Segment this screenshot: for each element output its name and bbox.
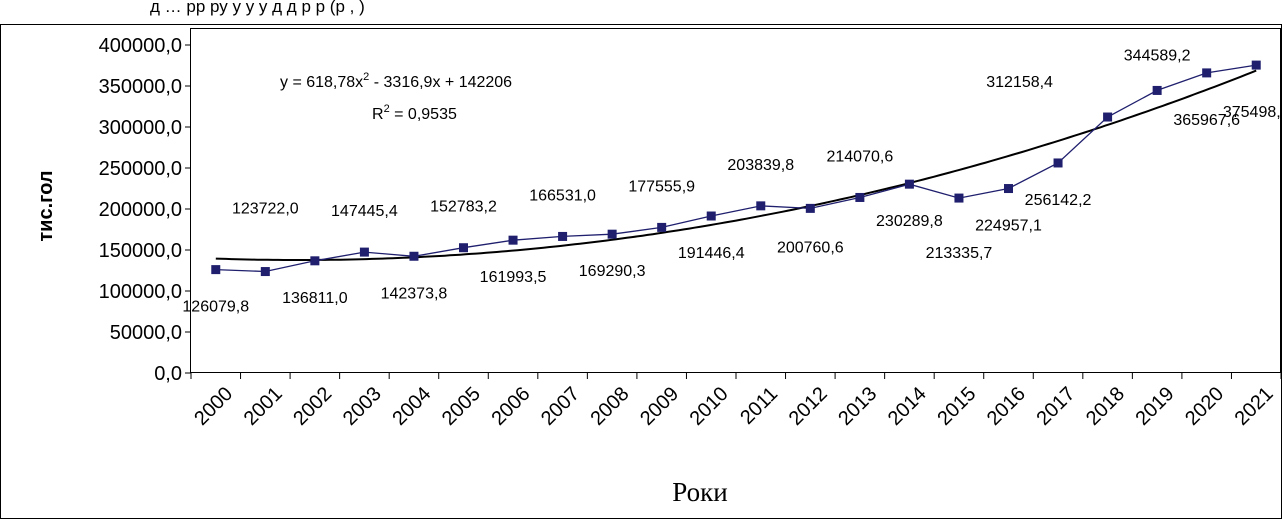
x-axis: 2000 2001 2002 2003 2004 2005 2006 2007 2008 2009…	[190, 373, 1282, 430]
x-tick-label: 2014	[884, 383, 931, 430]
x-tick-label: 2012	[785, 383, 832, 430]
data-label: 152783,2	[430, 199, 497, 216]
trendline	[215, 69, 1257, 261]
y-tick-label: 300000,0	[99, 117, 182, 139]
data-label: 166531,0	[529, 187, 596, 204]
data-label: 136811,0	[282, 290, 348, 307]
y-tick-label: 250000,0	[99, 158, 182, 180]
data-point	[805, 203, 815, 213]
data-point	[459, 243, 468, 253]
data-label: 214070,6	[826, 148, 893, 165]
data-label: 161993,5	[480, 269, 547, 286]
data-point	[310, 256, 320, 266]
data-point	[1053, 158, 1063, 168]
data-point	[508, 235, 518, 245]
data-label: 312158,4	[986, 74, 1053, 91]
x-tick-label: 2007	[537, 383, 584, 430]
plot-area-border	[190, 28, 1281, 373]
data-point	[260, 267, 270, 277]
x-tick-label: 2004	[388, 383, 435, 430]
x-tick-label: 2011	[736, 383, 782, 429]
series-markers	[211, 60, 1261, 277]
data-point	[1202, 68, 1212, 78]
data-point	[657, 222, 667, 232]
data-label: 200760,6	[777, 239, 844, 256]
x-tick-label: 2018	[1082, 383, 1129, 430]
series-line	[215, 64, 1257, 273]
data-label: 375498,7	[1223, 104, 1282, 121]
x-tick-label: 2010	[686, 383, 733, 430]
y-tick-label: 400000,0	[99, 35, 182, 57]
data-label: 213335,7	[926, 245, 993, 262]
trendline-r2: R2 = 0,9535	[372, 103, 457, 123]
data-point	[855, 192, 865, 202]
data-point	[1251, 60, 1261, 70]
data-point	[954, 193, 964, 203]
y-tick-label: 350000,0	[99, 76, 182, 98]
data-point	[1004, 184, 1013, 194]
trendline-equation: y = 618,78x2 - 3316,9x + 142206	[280, 71, 512, 91]
x-tick-label: 2002	[289, 383, 336, 430]
data-point	[211, 265, 221, 275]
x-axis-title: Роки	[672, 477, 727, 507]
data-point	[409, 251, 419, 261]
data-point	[1103, 112, 1113, 122]
data-label: 191446,4	[678, 245, 745, 262]
x-tick-label: 2005	[438, 383, 485, 430]
x-tick-label: 2006	[487, 383, 534, 430]
x-tick-label: 2016	[983, 383, 1030, 430]
x-tick-label: 2019	[1132, 383, 1179, 430]
data-label: 147445,4	[331, 203, 398, 220]
data-label: 126079,8	[182, 299, 249, 316]
y-tick-label: 0,0	[154, 363, 182, 385]
data-label: 177555,9	[628, 178, 695, 195]
x-tick-label: 2021	[1231, 383, 1278, 430]
x-tick-label: 2013	[834, 383, 881, 430]
data-label: 230289,8	[876, 213, 943, 230]
y-tick-label: 50000,0	[110, 322, 182, 344]
data-label: 344589,2	[1124, 47, 1191, 64]
y-tick-label: 150000,0	[99, 240, 182, 262]
data-point	[706, 211, 716, 221]
data-label: 224957,1	[975, 218, 1042, 235]
y-axis-title: тис.гол	[35, 170, 57, 241]
x-tick-label: 2015	[933, 383, 980, 430]
y-tick-label: 100000,0	[99, 281, 182, 303]
data-point	[558, 231, 568, 241]
x-tick-label: 2001	[240, 383, 287, 430]
x-tick-label: 2003	[339, 383, 386, 430]
data-label: 365967,6	[1173, 112, 1240, 129]
x-tick-label: 2009	[636, 383, 683, 430]
y-axis: 0,0 50000,0 100000,0 150000,0 200000,0 250000…	[99, 35, 191, 385]
data-point	[904, 179, 914, 189]
data-label: 169290,3	[579, 263, 646, 280]
x-tick-label: 2000	[190, 383, 237, 430]
header-fragment-text: д … рр ру у у у д д р р (р , )	[150, 0, 365, 16]
data-label: 256142,2	[1025, 192, 1092, 209]
data-point	[756, 201, 766, 211]
data-label: 203839,8	[727, 157, 794, 174]
data-label: 142373,8	[381, 285, 448, 302]
x-tick-label: 2017	[1032, 383, 1079, 430]
data-point	[359, 247, 369, 257]
x-tick-label: 2008	[587, 383, 634, 430]
data-point	[607, 229, 617, 239]
y-tick-label: 200000,0	[99, 199, 182, 221]
data-label: 123722,0	[232, 201, 299, 218]
data-point	[1152, 85, 1162, 95]
x-tick-label: 2020	[1181, 383, 1228, 430]
data-labels: 126079,8 123722,0 136811,0 147445,4 142373,8…	[182, 47, 1282, 315]
